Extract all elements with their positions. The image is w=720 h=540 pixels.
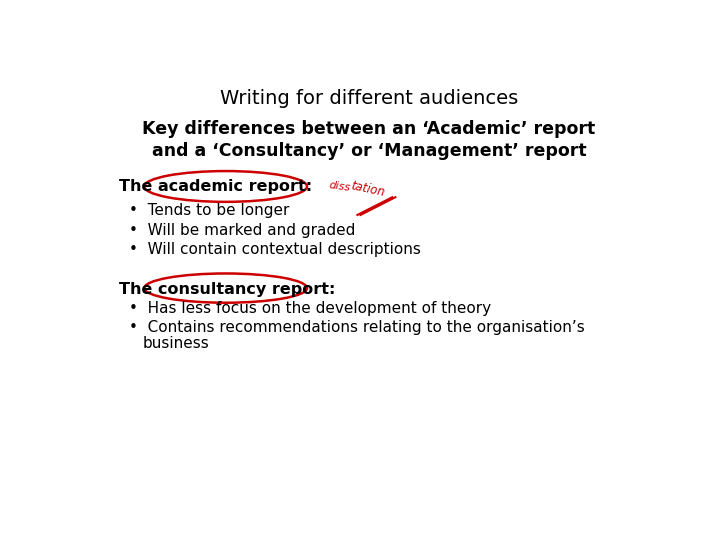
Text: and a ‘Consultancy’ or ‘Management’ report: and a ‘Consultancy’ or ‘Management’ repo…: [152, 142, 586, 160]
Text: Key differences between an ‘Academic’ report: Key differences between an ‘Academic’ re…: [143, 120, 595, 138]
Text: business: business: [143, 336, 210, 351]
Text: Writing for different audiences: Writing for different audiences: [220, 90, 518, 109]
Text: •  Has less focus on the development of theory: • Has less focus on the development of t…: [129, 301, 491, 316]
Text: •  Tends to be longer: • Tends to be longer: [129, 204, 289, 218]
Text: •  Contains recommendations relating to the organisation’s: • Contains recommendations relating to t…: [129, 320, 585, 335]
Text: The consultancy report:: The consultancy report:: [120, 282, 336, 297]
Text: diss: diss: [329, 180, 351, 193]
Text: •  Will be marked and graded: • Will be marked and graded: [129, 222, 355, 238]
Text: •  Will contain contextual descriptions: • Will contain contextual descriptions: [129, 242, 420, 257]
Text: tation: tation: [350, 179, 386, 199]
Text: The academic report:: The academic report:: [120, 179, 312, 194]
